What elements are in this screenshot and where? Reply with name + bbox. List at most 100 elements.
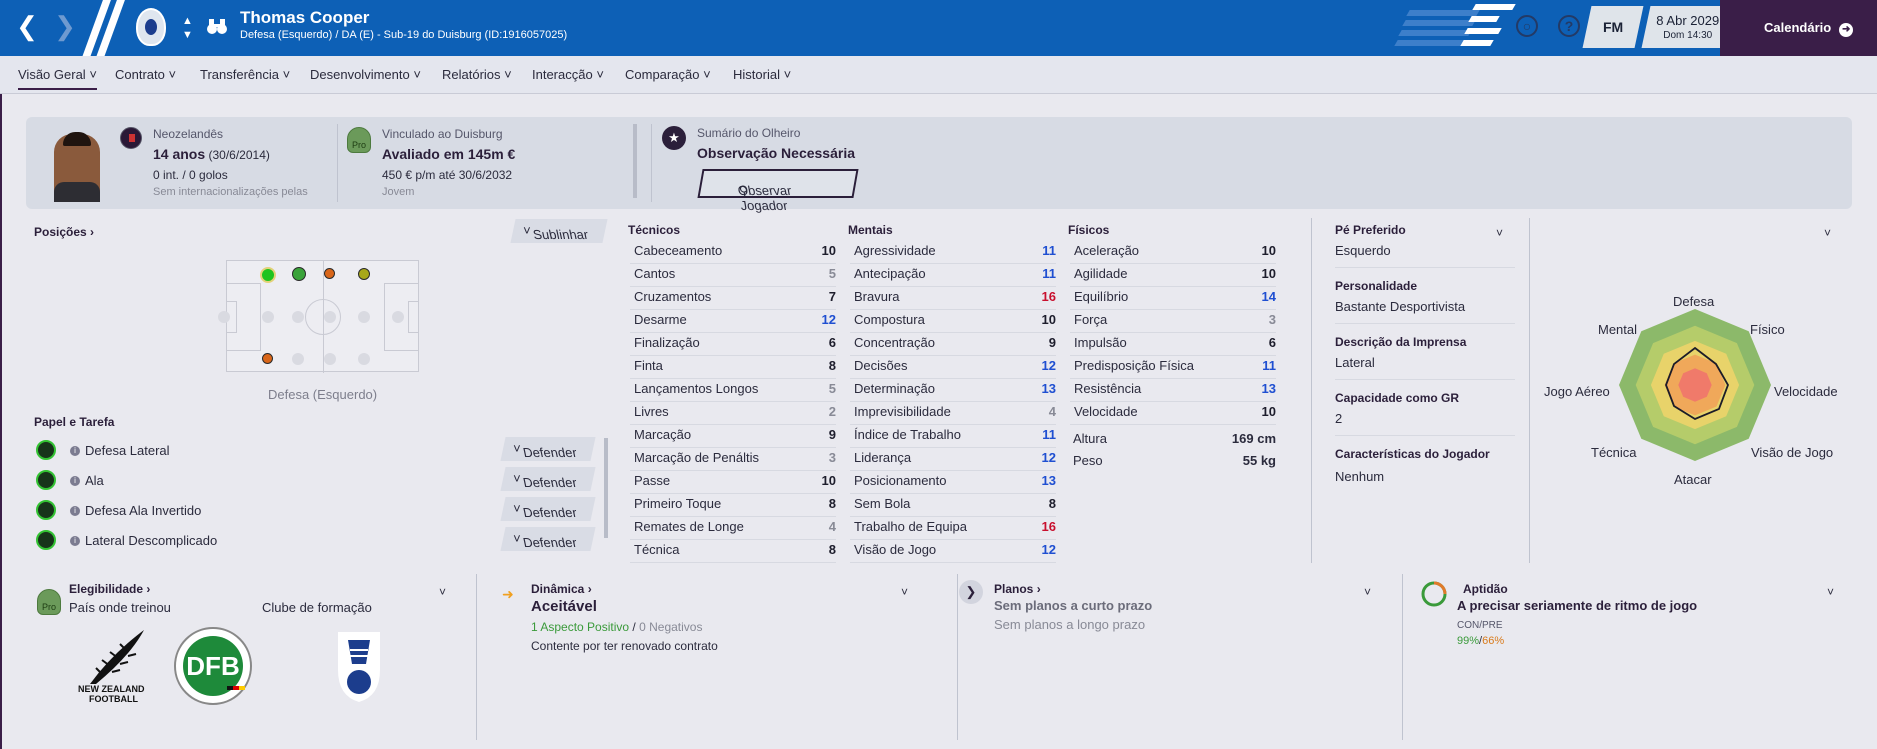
attribute-value: 3 (828, 450, 836, 465)
tab-overview[interactable]: Visão Geral ˅ (18, 67, 97, 90)
role-name[interactable]: Lateral Descomplicado (85, 533, 218, 548)
attribute-value: 13 (1261, 381, 1276, 396)
chevron-down-icon[interactable]: ˅ (1364, 585, 1372, 599)
duty-label: Defender ˅ (513, 471, 579, 490)
tab-label: Visão Geral (18, 67, 86, 82)
chevron-down-icon[interactable]: ˅ (901, 585, 909, 599)
attribute-value: 10 (1041, 312, 1056, 327)
chevron-down-icon[interactable]: ˅ (1824, 226, 1832, 240)
chevron-down-icon: ˅ (89, 67, 97, 82)
separator-line (630, 447, 836, 448)
trained-country-label: País onde treinou (69, 600, 171, 615)
roles-scrollbar[interactable] (604, 438, 608, 538)
separator-line (850, 378, 1056, 379)
attribute-value: 8 (828, 542, 836, 557)
radar-label-aerial: Jogo Aéreo (1544, 384, 1610, 399)
info-icon[interactable]: i (70, 476, 80, 486)
tab-history[interactable]: Historial ˅ (733, 67, 791, 82)
attribute-value: 3 (1268, 312, 1276, 327)
separator-line (630, 309, 836, 310)
header-decoration (1394, 40, 1468, 46)
duty-dropdown[interactable]: Defender ˅ (500, 527, 596, 551)
role-name[interactable]: Defesa Lateral (85, 443, 170, 458)
attribute-name: Impulsão (1074, 335, 1127, 350)
separator-line (850, 286, 1056, 287)
help-icon[interactable]: ? (1558, 15, 1580, 37)
attribute-name: Posicionamento (854, 473, 947, 488)
caps-note: Sem internacionalizações pelas (153, 186, 308, 198)
duty-dropdown[interactable]: Defender ˅ (500, 497, 596, 521)
info-icon[interactable]: i (70, 446, 80, 456)
scrollbar[interactable] (633, 124, 637, 198)
attribute-name: Desarme (634, 312, 687, 327)
age-line: 14 anos (30/6/2014) (153, 146, 270, 162)
attribute-radar-chart (1619, 309, 1771, 461)
scout-player-button[interactable]: ⚲ Observar Jogador (697, 169, 859, 213)
separator-line (850, 355, 1056, 356)
attribute-value: 10 (1261, 243, 1276, 258)
attribute-value: 13 (1041, 473, 1056, 488)
positions-title[interactable]: Posições › (34, 225, 94, 239)
attribute-name: Índice de Trabalho (854, 427, 961, 442)
negative-count[interactable]: 0 Negativos (639, 620, 703, 634)
duty-dropdown[interactable]: Defender ˅ (500, 437, 596, 461)
separator-line (630, 355, 836, 356)
attribute-name: Predisposição Física (1074, 358, 1194, 373)
eligibility-title[interactable]: Elegibilidade › (69, 582, 150, 596)
chevron-down-icon[interactable]: ˅ (439, 585, 447, 599)
radar-label-speed: Velocidade (1774, 384, 1838, 399)
tab-contract[interactable]: Contrato ˅ (115, 67, 176, 82)
role-name[interactable]: Ala (85, 473, 104, 488)
header-decoration (1402, 20, 1476, 26)
duty-dropdown[interactable]: Defender ˅ (500, 467, 596, 491)
fitness-title[interactable]: Aptidão (1463, 582, 1508, 596)
separator-line (850, 263, 1056, 264)
tab-development[interactable]: Desenvolvimento ˅ (310, 67, 421, 82)
chevron-right-icon: › (146, 582, 151, 596)
separator-line (850, 424, 1056, 425)
separator-line (630, 286, 836, 287)
birth-date: (30/6/2014) (208, 148, 270, 162)
info-icon[interactable]: i (70, 506, 80, 516)
tab-interaction[interactable]: Interacção ˅ (532, 67, 604, 82)
highlight-button[interactable]: Sublinhar ˅ (510, 219, 608, 243)
personality-value: Bastante Desportivista (1335, 299, 1466, 314)
info-icon[interactable]: i (70, 536, 80, 546)
attribute-value: 12 (1041, 358, 1056, 373)
calendar-button[interactable]: Calendário ➜ (1720, 0, 1877, 56)
tab-transfer[interactable]: Transferência ˅ (200, 67, 290, 82)
date-box[interactable]: 8 Abr 2029 Dom 14:30 (1641, 6, 1733, 48)
forward-button[interactable]: ❯ (54, 11, 76, 41)
chevron-down-icon[interactable]: ˅ (1496, 226, 1504, 240)
globe-icon[interactable]: ○ (1516, 15, 1538, 37)
role-name[interactable]: Defesa Ala Invertido (85, 503, 202, 518)
fm-button[interactable]: FM (1582, 6, 1644, 48)
tab-label: Desenvolvimento (310, 67, 410, 82)
attribute-value: 14 (1261, 289, 1276, 304)
personality-label: Personalidade (1335, 279, 1418, 293)
attribute-value: 16 (1041, 519, 1056, 534)
separator-line (630, 263, 836, 264)
scout-label: Sumário do Olheiro (697, 126, 801, 140)
arrow-right-icon: ➜ (502, 586, 514, 602)
fern-logo-icon (90, 630, 144, 684)
separator: / (632, 620, 636, 634)
chevron-down-icon[interactable]: ˅ (1827, 585, 1835, 599)
tab-reports[interactable]: Relatórios ˅ (442, 67, 512, 82)
separator-line (1070, 286, 1276, 287)
binoculars-icon[interactable] (206, 16, 228, 36)
club-label: Vinculado ao Duisburg (382, 127, 503, 141)
dynamics-title[interactable]: Dinâmica › (531, 582, 592, 596)
positive-count[interactable]: 1 Aspecto Positivo (531, 620, 630, 634)
player-switch-arrows[interactable]: ▲ ▼ (182, 15, 193, 41)
attribute-value: 13 (1041, 381, 1056, 396)
separator-line (1335, 435, 1515, 436)
chevron-right-icon[interactable]: ❯ (959, 580, 983, 604)
position-dot-mc (358, 268, 370, 280)
tab-comparison[interactable]: Comparação ˅ (625, 67, 711, 82)
separator: / (1479, 635, 1483, 647)
plans-title[interactable]: Planos › (994, 582, 1041, 596)
attribute-value: 12 (1041, 450, 1056, 465)
pro-badge-icon: Pro (347, 127, 371, 153)
back-button[interactable]: ❮ (16, 11, 38, 41)
